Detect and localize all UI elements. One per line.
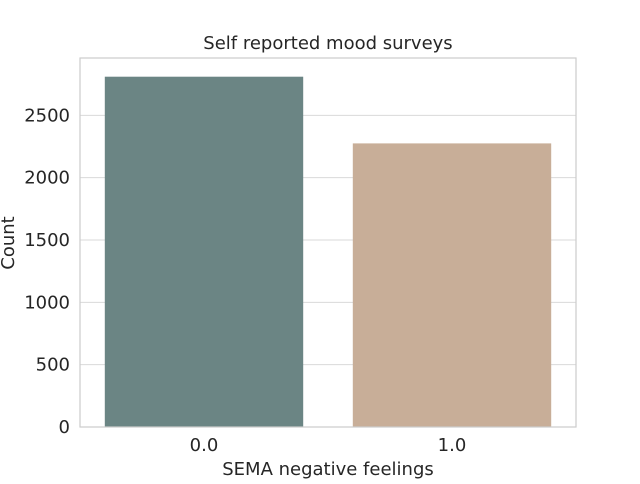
- x-tick-label: 1.0: [438, 435, 467, 456]
- plot-frame: [79, 57, 577, 428]
- chart-title: Self reported mood surveys: [203, 33, 452, 54]
- x-axis-label: SEMA negative feelings: [222, 459, 434, 480]
- x-tick-labels: 0.0 1.0: [190, 435, 467, 456]
- y-axis-label: Count: [0, 216, 19, 269]
- bar-0.0: [104, 76, 304, 427]
- x-tick-label: 0.0: [190, 435, 219, 456]
- y-tick-label: 1500: [24, 230, 70, 251]
- axes-spines: [79, 57, 577, 428]
- y-tick-label: 500: [36, 355, 70, 376]
- y-tick-label: 0: [59, 417, 70, 438]
- y-tick-labels: 0 500 1000 1500 2000 2500: [24, 105, 70, 438]
- y-tick-label: 2500: [24, 105, 70, 126]
- bar-1.0: [352, 143, 552, 427]
- y-tick-label: 1000: [24, 292, 70, 313]
- bars: [104, 76, 552, 427]
- y-tick-label: 2000: [24, 168, 70, 189]
